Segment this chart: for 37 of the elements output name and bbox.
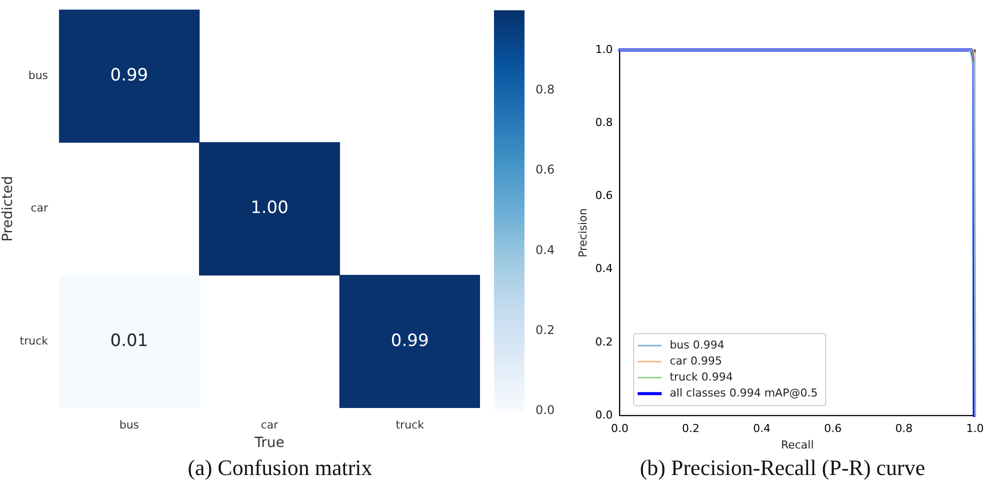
x-tick-label: truck	[396, 418, 425, 432]
x-tick-label: 0.0	[610, 422, 628, 436]
x-tick-label: 0.4	[753, 422, 771, 436]
text: (b) Precision-Recall (P-R) curve	[638, 455, 926, 481]
data-label: 0.99	[390, 331, 429, 352]
x-axis-title: Recall	[780, 438, 814, 452]
legend-label: bus 0.994	[670, 338, 724, 352]
y-tick-label: 0.8	[595, 116, 613, 129]
y-tick-label: 1.0	[595, 42, 613, 56]
legend-label: truck 0.994	[670, 370, 733, 384]
color-bar-label: 0.8	[536, 82, 555, 96]
data-label: 0.99	[110, 65, 148, 86]
color-bar-label: 0.2	[536, 322, 555, 337]
y-tick-label: 0.0	[595, 408, 613, 422]
data-label: 1.00	[250, 198, 288, 218]
x-tick-label: 0.2	[682, 422, 700, 436]
color-bar-label: 0.4	[536, 242, 555, 257]
color-bar-label: 0.0	[536, 403, 555, 418]
legend-label: car 0.995	[670, 354, 722, 368]
y-axis-title: Predicted	[0, 176, 16, 242]
legend-label: all classes 0.994 mAP@0.5	[670, 386, 818, 400]
y-tick-label: bus	[28, 68, 48, 82]
y-tick-label: car	[30, 202, 48, 215]
data-label: 0.01	[110, 331, 148, 352]
x-axis-title: True	[254, 435, 284, 452]
x-tick-label: 0.6	[824, 422, 842, 436]
y-tick-label: 0.2	[595, 335, 613, 348]
text: (a) Confusion matrix	[186, 455, 374, 481]
x-tick-label: bus	[119, 418, 140, 432]
color-bar-label: 0.6	[536, 162, 555, 177]
x-tick-label: 1.0	[966, 422, 984, 436]
y-tick-label: truck	[20, 334, 49, 348]
x-tick-label: 0.8	[895, 422, 913, 436]
x-tick-label: car	[260, 418, 279, 432]
y-tick-label: 0.4	[595, 262, 613, 276]
y-tick-label: 0.6	[595, 189, 613, 202]
y-axis-title: Precision	[576, 208, 590, 258]
